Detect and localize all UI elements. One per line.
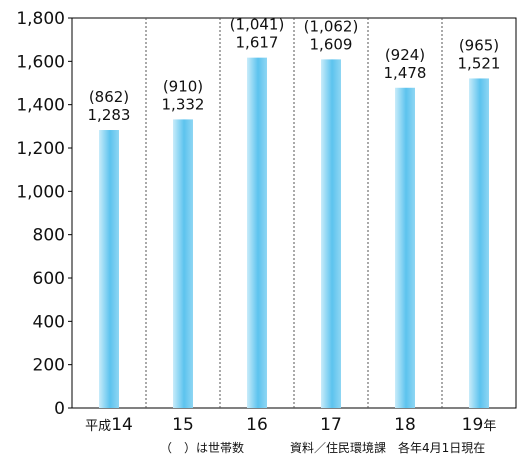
x-axis: 平成14 15 16 17 18 19年 xyxy=(85,415,496,435)
footnote-legend: （ ）は世帯数 xyxy=(160,440,244,455)
value-label: 1,478 xyxy=(384,64,427,82)
value-label: 1,521 xyxy=(458,54,501,72)
x-tick-label: 19年 xyxy=(462,415,497,435)
y-tick-label: 800 xyxy=(33,226,65,246)
bar xyxy=(99,130,119,408)
data-labels: (862)1,283(910)1,332(1,041)1,617(1,062)1… xyxy=(88,16,501,124)
x-tick-label: 16 xyxy=(246,415,268,435)
household-label: (965) xyxy=(459,36,499,54)
y-tick-label: 400 xyxy=(33,312,65,332)
value-label: 1,283 xyxy=(88,106,131,124)
y-tick-label: 1,400 xyxy=(16,96,65,116)
footnote-source: 資料／住民環境課 各年4月1日現在 xyxy=(290,440,485,455)
y-axis: 0 200 400 600 800 1,000 1,200 1,400 1,600 1,800 xyxy=(16,9,72,419)
bar xyxy=(173,119,193,409)
value-label: 1,332 xyxy=(162,95,205,113)
bar xyxy=(395,87,415,409)
y-tick-label: 1,200 xyxy=(16,139,65,159)
household-label: (910) xyxy=(163,77,203,95)
bars xyxy=(99,57,489,409)
value-label: 1,609 xyxy=(310,35,353,53)
x-tick-label: 18 xyxy=(394,415,416,435)
grid-lines xyxy=(145,18,443,408)
y-tick-label: 200 xyxy=(33,356,65,376)
y-tick-label: 1,600 xyxy=(16,52,65,72)
y-tick-label: 1,000 xyxy=(16,182,65,202)
value-label: 1,617 xyxy=(236,34,279,52)
household-label: (862) xyxy=(89,88,129,106)
x-tick-label: 17 xyxy=(320,415,342,435)
x-tick-label: 平成14 xyxy=(85,415,133,435)
plot-frame xyxy=(71,17,517,409)
y-tick-label: 1,800 xyxy=(16,9,65,29)
bar xyxy=(247,57,267,409)
bar xyxy=(469,78,489,408)
y-tick-label: 600 xyxy=(33,269,65,289)
household-label: (924) xyxy=(385,46,425,64)
y-tick-label: 0 xyxy=(54,399,65,419)
household-label: (1,062) xyxy=(304,17,359,35)
x-tick-label: 15 xyxy=(172,415,194,435)
bar xyxy=(321,59,341,409)
household-label: (1,041) xyxy=(230,16,285,34)
